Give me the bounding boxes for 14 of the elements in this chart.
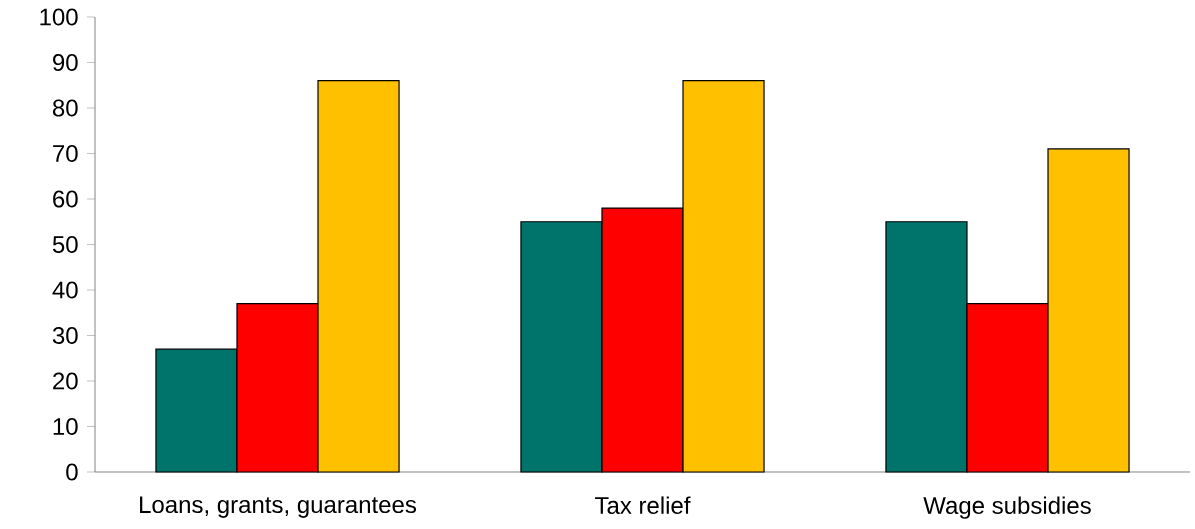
y-tick-label: 0 bbox=[66, 463, 78, 481]
y-tick-label: 100 bbox=[40, 8, 78, 26]
y-tick-label: 30 bbox=[52, 327, 78, 344]
y-tick-label: 10 bbox=[53, 418, 78, 435]
y-tick-label: 20 bbox=[53, 372, 78, 390]
x-tick-label: Loans, grants, guarantees bbox=[140, 496, 417, 518]
x-tick-label: Tax relief bbox=[595, 496, 691, 514]
y-tick-label: 70 bbox=[53, 145, 78, 162]
y-tick-label: 50 bbox=[52, 236, 78, 253]
x-tick-label: Wage subsidies bbox=[923, 496, 1091, 519]
y-tick-label: 60 bbox=[53, 190, 78, 208]
y-tick-label: 80 bbox=[52, 99, 78, 117]
y-tick-label: 90 bbox=[53, 54, 78, 71]
y-tick-label: 40 bbox=[52, 281, 78, 299]
